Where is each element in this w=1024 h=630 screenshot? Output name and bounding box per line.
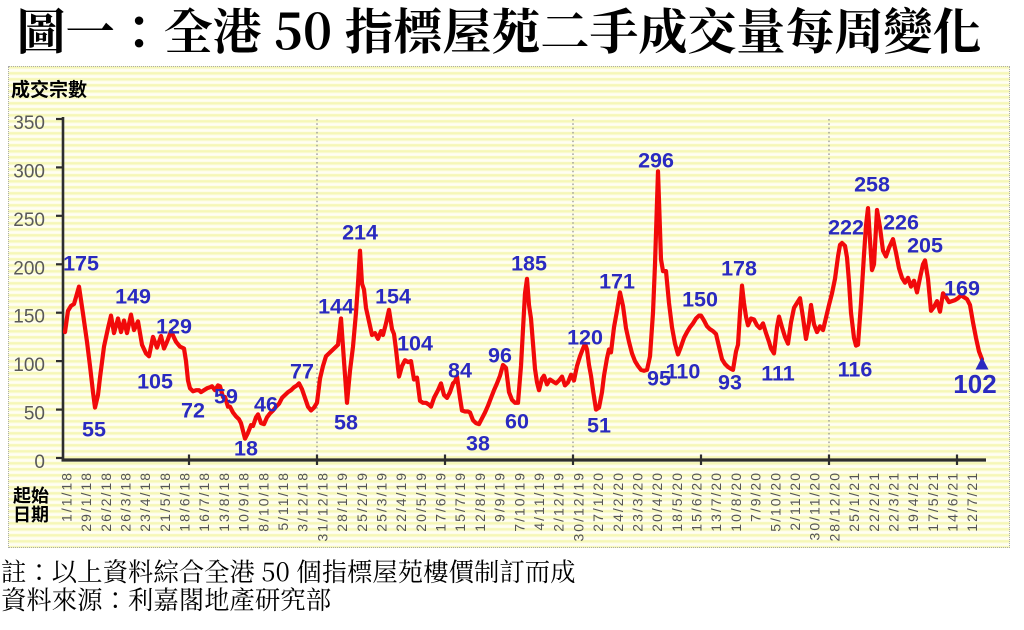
svg-text:350: 350 <box>13 113 45 134</box>
svg-text:200: 200 <box>13 258 45 279</box>
svg-text:22/3/21: 22/3/21 <box>886 471 902 532</box>
svg-text:19/4/21: 19/4/21 <box>905 471 921 532</box>
svg-text:23/3/20: 23/3/20 <box>630 471 646 532</box>
svg-text:214: 214 <box>342 221 378 245</box>
svg-text:50: 50 <box>24 404 45 425</box>
svg-text:116: 116 <box>838 358 873 382</box>
svg-text:205: 205 <box>907 234 943 258</box>
svg-text:2/11/20: 2/11/20 <box>787 471 803 531</box>
svg-text:2/12/19: 2/12/19 <box>551 471 567 532</box>
svg-text:12/7/21: 12/7/21 <box>964 471 980 532</box>
svg-text:5/10/20: 5/10/20 <box>767 471 783 532</box>
svg-text:3/12/18: 3/12/18 <box>295 471 311 532</box>
svg-text:4/11/19: 4/11/19 <box>531 471 547 531</box>
svg-text:17/5/21: 17/5/21 <box>925 471 941 532</box>
svg-text:15/6/20: 15/6/20 <box>689 471 705 532</box>
svg-text:169: 169 <box>944 277 980 301</box>
svg-text:120: 120 <box>567 326 603 350</box>
svg-text:46: 46 <box>254 393 278 417</box>
svg-text:154: 154 <box>375 285 411 309</box>
svg-text:58: 58 <box>334 411 358 435</box>
svg-text:105: 105 <box>137 370 173 394</box>
svg-text:0: 0 <box>34 452 45 473</box>
svg-text:20/4/20: 20/4/20 <box>649 471 665 532</box>
svg-text:16/7/18: 16/7/18 <box>196 471 212 532</box>
svg-text:14/6/21: 14/6/21 <box>945 471 961 532</box>
svg-text:111: 111 <box>761 362 795 386</box>
svg-text:13/8/18: 13/8/18 <box>216 471 232 532</box>
svg-text:10/9/18: 10/9/18 <box>236 471 252 532</box>
svg-text:104: 104 <box>397 332 433 356</box>
svg-text:25/3/19: 25/3/19 <box>374 471 390 532</box>
svg-text:144: 144 <box>318 295 354 319</box>
svg-text:226: 226 <box>883 211 919 235</box>
svg-text:100: 100 <box>13 355 45 376</box>
svg-text:24/2/20: 24/2/20 <box>610 471 626 532</box>
svg-text:18: 18 <box>234 437 258 461</box>
svg-text:23/4/18: 23/4/18 <box>137 471 153 532</box>
svg-text:95: 95 <box>647 367 671 391</box>
svg-text:93: 93 <box>718 371 742 395</box>
svg-text:175: 175 <box>63 252 99 276</box>
svg-text:149: 149 <box>115 285 151 309</box>
svg-text:20/5/19: 20/5/19 <box>413 471 429 532</box>
svg-text:77: 77 <box>290 360 314 384</box>
svg-text:28/12/20: 28/12/20 <box>826 471 842 542</box>
svg-text:150: 150 <box>682 288 718 312</box>
svg-text:13/7/20: 13/7/20 <box>708 471 724 532</box>
svg-text:185: 185 <box>511 252 547 276</box>
svg-text:31/12/18: 31/12/18 <box>314 471 330 542</box>
svg-text:25/2/19: 25/2/19 <box>354 471 370 532</box>
svg-text:9/9/19: 9/9/19 <box>492 471 508 522</box>
svg-text:10/8/20: 10/8/20 <box>728 471 744 532</box>
svg-text:129: 129 <box>156 315 192 339</box>
svg-text:18/6/18: 18/6/18 <box>177 471 193 532</box>
svg-text:25/1/21: 25/1/21 <box>846 471 862 532</box>
svg-text:22/4/19: 22/4/19 <box>393 471 409 532</box>
svg-text:18/5/20: 18/5/20 <box>669 471 685 532</box>
svg-text:178: 178 <box>721 257 757 281</box>
svg-text:84: 84 <box>448 359 472 383</box>
svg-text:250: 250 <box>13 210 45 231</box>
svg-text:110: 110 <box>666 360 701 384</box>
svg-text:17/6/19: 17/6/19 <box>433 471 449 532</box>
svg-text:258: 258 <box>854 173 890 197</box>
svg-text:29/1/18: 29/1/18 <box>78 471 94 532</box>
svg-text:22/2/21: 22/2/21 <box>866 471 882 532</box>
svg-text:27/1/20: 27/1/20 <box>590 471 606 532</box>
svg-text:26/2/18: 26/2/18 <box>98 471 114 532</box>
svg-text:12/8/19: 12/8/19 <box>472 471 488 532</box>
svg-text:38: 38 <box>466 432 490 456</box>
svg-text:300: 300 <box>13 161 45 182</box>
svg-text:30/11/20: 30/11/20 <box>807 471 823 540</box>
svg-text:8/10/18: 8/10/18 <box>255 471 271 532</box>
svg-text:5/11/18: 5/11/18 <box>275 471 291 531</box>
svg-text:21/5/18: 21/5/18 <box>157 471 173 532</box>
svg-text:15/7/19: 15/7/19 <box>452 471 468 532</box>
svg-text:59: 59 <box>214 385 238 409</box>
svg-text:150: 150 <box>13 307 45 328</box>
svg-text:30/12/19: 30/12/19 <box>570 471 586 542</box>
svg-text:72: 72 <box>181 399 205 423</box>
svg-text:7/9/20: 7/9/20 <box>748 471 764 522</box>
svg-text:171: 171 <box>599 270 635 294</box>
svg-text:102: 102 <box>953 369 996 399</box>
svg-text:28/1/19: 28/1/19 <box>334 471 350 532</box>
svg-text:51: 51 <box>587 414 611 438</box>
svg-text:1/1/18: 1/1/18 <box>58 471 74 522</box>
svg-text:26/3/18: 26/3/18 <box>118 471 134 532</box>
svg-text:296: 296 <box>638 149 674 173</box>
svg-text:7/10/19: 7/10/19 <box>511 471 527 532</box>
svg-text:222: 222 <box>828 216 864 240</box>
svg-text:60: 60 <box>505 410 529 434</box>
svg-text:55: 55 <box>82 418 106 442</box>
svg-text:96: 96 <box>488 344 512 368</box>
